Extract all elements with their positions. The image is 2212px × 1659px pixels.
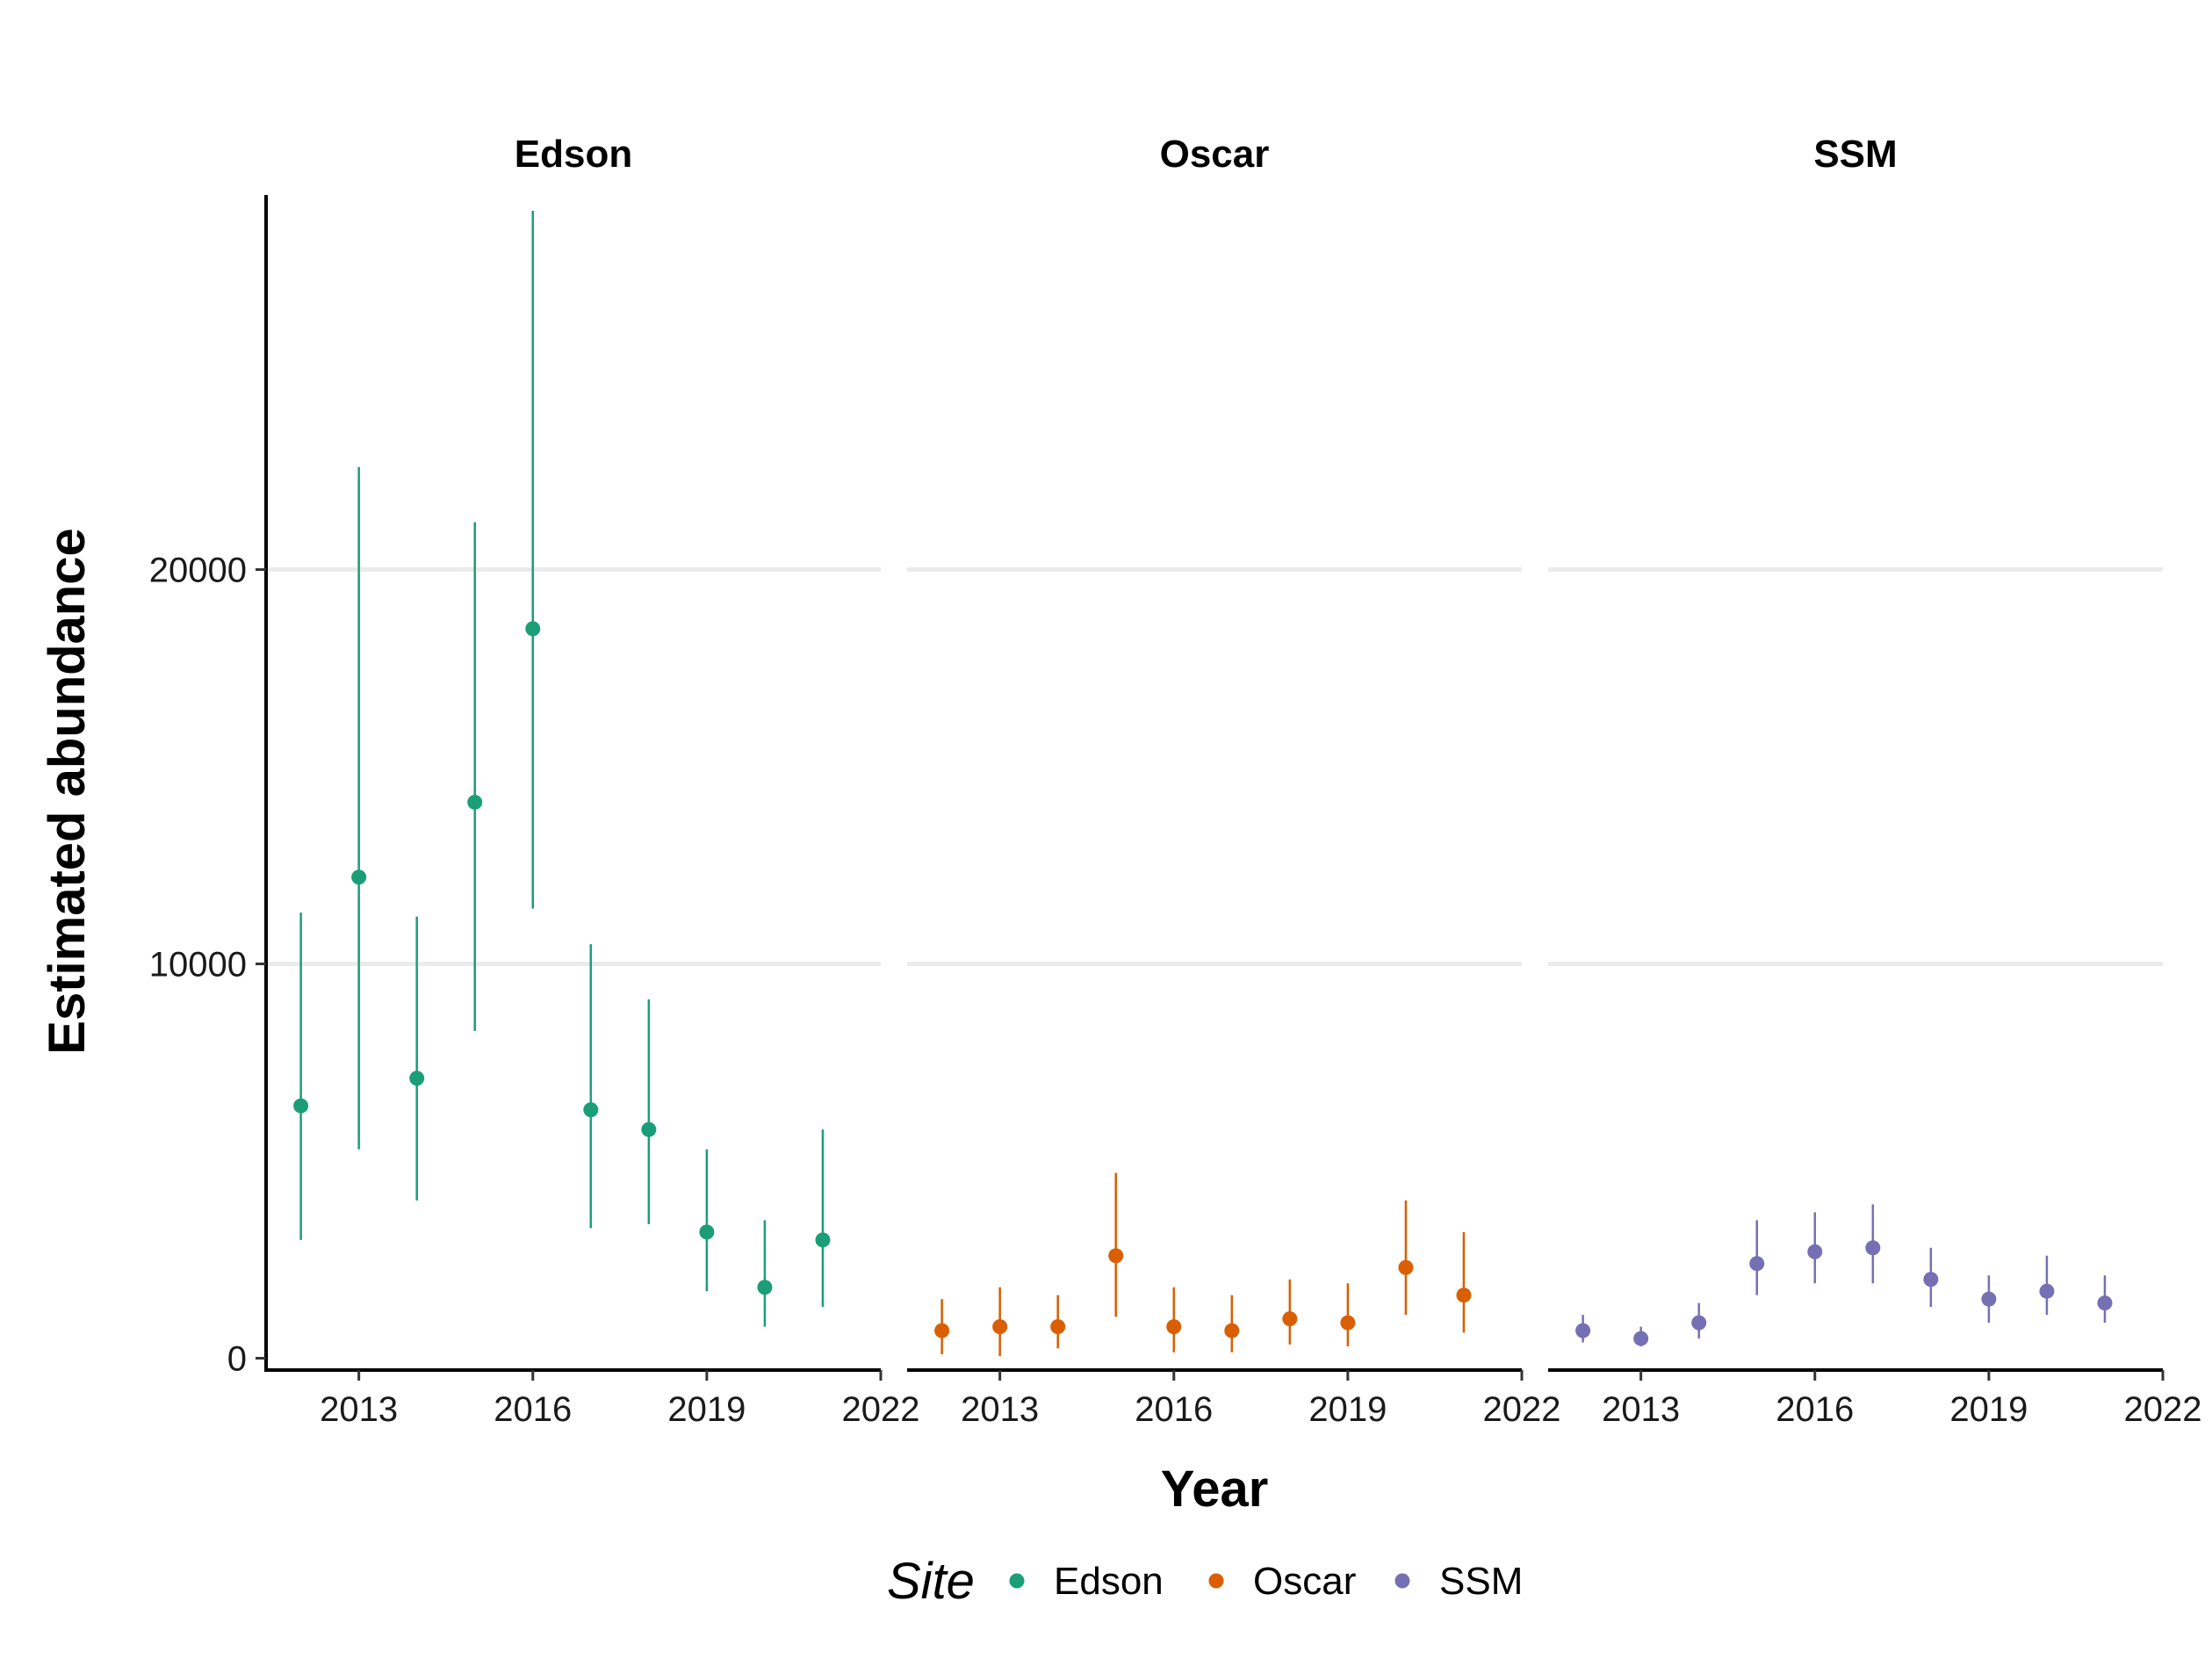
legend-swatch-oscar <box>1208 1573 1224 1589</box>
x-axis-title: Year <box>1161 1461 1269 1518</box>
data-point-oscar-2012 <box>934 1323 950 1338</box>
data-point-ssm-2014 <box>1691 1315 1707 1331</box>
data-point-ssm-2021 <box>2097 1295 2113 1311</box>
data-point-edson-2012 <box>293 1098 309 1114</box>
facet-strip-label-edson: Edson <box>515 133 632 176</box>
data-point-ssm-2019 <box>1981 1291 1997 1307</box>
x-tick-label-oscar-1: 2016 <box>1135 1390 1213 1429</box>
data-point-edson-2013 <box>351 869 367 885</box>
x-tick-label-oscar-3: 2022 <box>1483 1390 1561 1429</box>
data-point-edson-2015 <box>467 794 483 810</box>
x-tick-label-oscar-2: 2019 <box>1308 1390 1387 1429</box>
data-point-ssm-2018 <box>1923 1272 1939 1288</box>
x-tick-label-edson-2: 2019 <box>667 1390 746 1429</box>
data-point-edson-2016 <box>525 621 541 637</box>
data-point-oscar-2015 <box>1108 1248 1124 1264</box>
facet-strip-label-ssm: SSM <box>1813 133 1897 176</box>
legend-swatch-ssm <box>1394 1573 1410 1589</box>
x-tick-label-edson-3: 2022 <box>842 1390 920 1429</box>
data-point-oscar-2019 <box>1340 1315 1356 1331</box>
legend-label-ssm: SSM <box>1439 1560 1523 1603</box>
data-point-edson-2018 <box>641 1122 657 1137</box>
data-point-ssm-2017 <box>1865 1240 1881 1256</box>
y-axis-title: Estimated abundance <box>39 528 96 1054</box>
facet-strip-label-oscar: Oscar <box>1160 133 1270 176</box>
y-tick-label-0: 0 <box>227 1340 247 1379</box>
x-tick-label-oscar-0: 2013 <box>961 1390 1039 1429</box>
data-point-ssm-2016 <box>1807 1244 1823 1259</box>
data-point-ssm-2020 <box>2039 1283 2055 1299</box>
data-point-edson-2020 <box>757 1280 773 1295</box>
data-point-edson-2017 <box>583 1102 599 1118</box>
data-point-edson-2014 <box>409 1071 425 1086</box>
data-point-ssm-2015 <box>1749 1256 1765 1272</box>
data-point-oscar-2020 <box>1398 1259 1414 1275</box>
y-tick-label-1: 10000 <box>149 946 247 985</box>
x-tick-label-edson-0: 2013 <box>320 1390 398 1429</box>
x-tick-label-ssm-1: 2016 <box>1776 1390 1854 1429</box>
legend-label-edson: Edson <box>1054 1560 1164 1603</box>
x-tick-label-ssm-3: 2022 <box>2124 1390 2202 1429</box>
x-tick-label-ssm-0: 2013 <box>1602 1390 1680 1429</box>
legend-label-oscar: Oscar <box>1253 1560 1356 1603</box>
data-point-ssm-2013 <box>1633 1331 1649 1346</box>
legend-swatch-edson <box>1009 1573 1025 1589</box>
data-point-ssm-2012 <box>1575 1323 1591 1338</box>
x-tick-label-ssm-2: 2019 <box>1949 1390 2028 1429</box>
legend-title: Site <box>887 1553 975 1610</box>
data-point-edson-2021 <box>815 1232 831 1248</box>
data-point-oscar-2018 <box>1282 1311 1298 1327</box>
data-point-oscar-2017 <box>1224 1323 1240 1338</box>
data-point-edson-2019 <box>699 1224 715 1240</box>
data-point-oscar-2014 <box>1050 1319 1066 1335</box>
data-point-oscar-2013 <box>992 1319 1008 1335</box>
x-tick-label-edson-1: 2016 <box>494 1390 572 1429</box>
y-tick-label-2: 20000 <box>149 552 247 590</box>
data-point-oscar-2021 <box>1456 1288 1472 1303</box>
data-point-oscar-2016 <box>1166 1319 1182 1335</box>
